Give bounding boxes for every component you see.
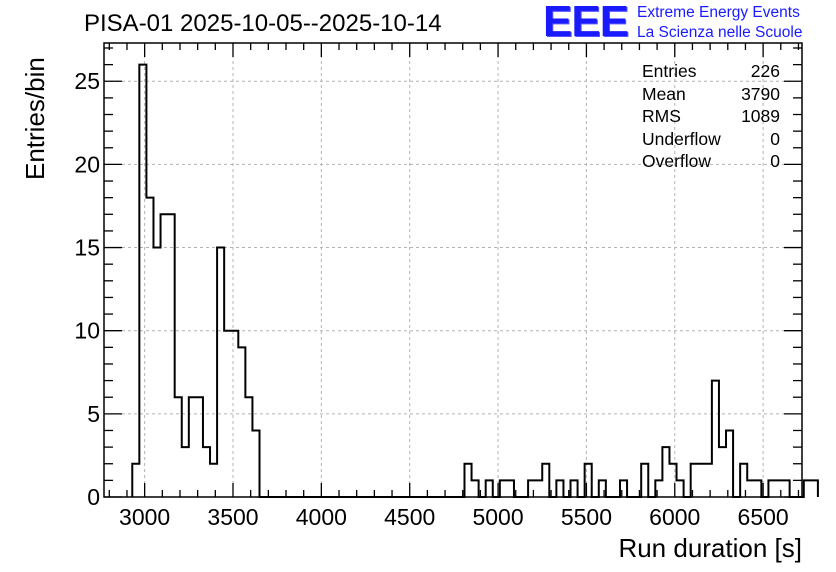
histogram-bin [182,447,189,497]
histogram-bin [210,464,217,497]
stats-label: Underflow [642,128,721,149]
histogram-bin [486,480,493,497]
histogram-bin [146,198,153,497]
histogram-bin [698,464,705,497]
stats-value: 0 [770,128,780,149]
histogram-bin [719,447,726,497]
stats-row-overflow: Overflow 0 [642,150,780,173]
y-tick-label: 20 [74,151,100,177]
histogram-bin [804,480,811,497]
histogram-bin [153,248,160,497]
stats-label: Overflow [642,151,712,171]
y-tick-label: 0 [87,484,100,510]
y-tick-label: 10 [74,318,100,344]
histogram-bin [168,214,175,497]
logo-caption-line1: Extreme Energy Events [637,4,800,21]
y-axis-label: Entries/bin [20,57,50,180]
histogram-bin [811,480,818,497]
histogram-bin [754,480,761,497]
histogram-bin [472,480,479,497]
histogram-bin [662,447,669,497]
logo-caption-line2: La Scienza nelle Scuole [637,24,803,41]
logo-caption: Extreme Energy Events La Scienza nelle S… [637,3,802,43]
stats-label: RMS [642,106,681,126]
histogram-bin [139,65,146,497]
histogram-bin [747,480,754,497]
histogram-bars [131,63,819,498]
y-tick-label: 25 [74,68,100,94]
histogram-bin [768,480,775,497]
histogram-bin [783,480,790,497]
x-tick-label: 4000 [296,504,347,530]
stats-row-entries: Entries 226 [642,60,780,83]
histogram-bin [641,464,648,497]
histogram-bin [132,464,139,497]
histogram-bin [726,430,733,497]
histogram-bin [500,480,507,497]
histogram-bin [203,447,210,497]
histogram-bin [535,480,542,497]
histogram-bin [252,430,259,497]
histogram-bin [712,381,719,497]
histogram-bin [585,464,592,497]
x-tick-label: 5000 [472,504,523,530]
stats-box: Entries 226 Mean 3790 RMS 1089 Underflow 0 O… [642,60,780,173]
histogram-bin [691,464,698,497]
histogram-bin [175,397,182,497]
histogram-bin [556,480,563,497]
x-tick-label: 5500 [561,504,612,530]
x-tick-label: 3500 [207,504,258,530]
stats-value: 3790 [741,83,780,104]
y-tick-label: 15 [74,235,100,261]
histogram-bin [705,464,712,497]
histogram-bin [528,480,535,497]
plot-frame [103,42,803,498]
stats-value: 0 [770,151,780,171]
stats-value: 226 [750,61,780,81]
stats-label: Mean [642,83,686,104]
histogram-bin [620,480,627,497]
histogram-bin [669,464,676,497]
y-tick-label: 5 [87,401,100,427]
histogram-bin [571,480,578,497]
x-axis-label: Run duration [s] [618,533,802,563]
stats-label: Entries [642,61,697,81]
x-tick-label: 3000 [119,504,170,530]
x-tick-label: 4500 [384,504,435,530]
axis-tick-labels: 3000 3500 4000 4500 5000 5500 6000 6500 0 5 10 15 20… [74,68,788,530]
histogram-bin [161,214,168,497]
stats-value: 1089 [741,106,780,126]
histogram-bin [245,397,252,497]
chart-title: PISA-01 2025-10-05--2025-10-14 [84,10,442,37]
histogram-bin [677,480,684,497]
histogram-bin [542,464,549,497]
stats-row-mean: Mean 3790 [642,83,780,106]
histogram-bin [775,480,782,497]
stats-row-rms: RMS 1089 [642,105,780,128]
histogram-bin [238,347,245,497]
histogram-bin [196,397,203,497]
histogram-bin [599,480,606,497]
eee-logo: EEE [543,0,629,46]
histogram-bin [464,464,471,497]
x-tick-label: 6000 [649,504,700,530]
stats-row-underflow: Underflow 0 [642,128,780,151]
histogram-bin [740,464,747,497]
histogram-bin [655,480,662,497]
x-tick-label: 6500 [738,504,789,530]
histogram-bin [217,248,224,497]
histogram-bin [507,480,514,497]
histogram-bin [189,397,196,497]
histogram-outline [131,63,819,498]
axis-ticks [104,43,802,498]
